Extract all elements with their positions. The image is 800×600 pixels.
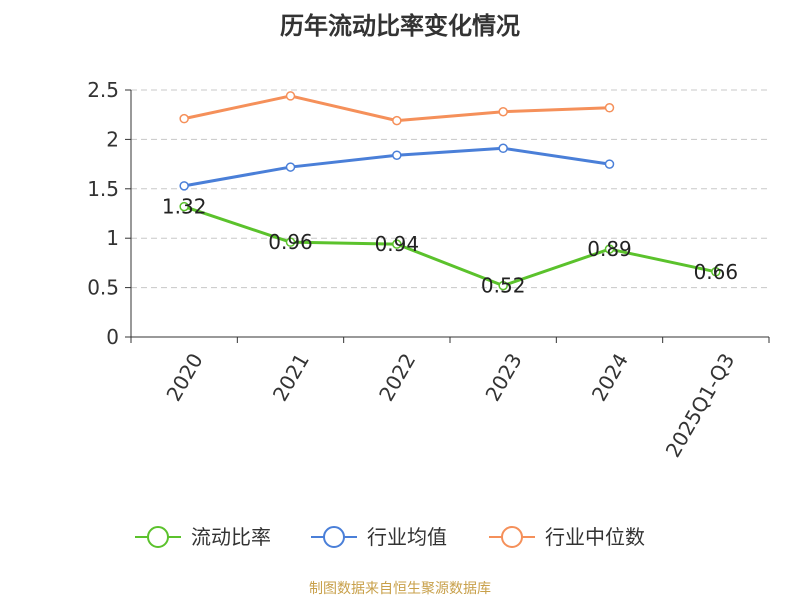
data-point[interactable] [179, 113, 189, 124]
data-point[interactable] [392, 150, 402, 160]
x-tick-label: 2020 [161, 349, 207, 405]
data-label: 0.96 [268, 230, 313, 254]
data-point[interactable] [711, 267, 721, 277]
x-tick-label: 2023 [480, 349, 526, 405]
data-point[interactable] [498, 106, 508, 117]
chart-title: 历年流动比率变化情况 [280, 12, 520, 40]
x-tick-label: 2021 [268, 349, 314, 405]
data-point[interactable] [179, 181, 189, 191]
y-tick-label: 0 [106, 325, 119, 349]
data-label: 0.89 [587, 237, 632, 261]
legend-marker-2[interactable] [501, 526, 523, 548]
data-point[interactable] [498, 143, 508, 154]
y-tick-label: 0.5 [87, 276, 119, 300]
legend-label-1[interactable]: 行业均值 [367, 525, 447, 549]
x-tick-label: 2022 [374, 349, 420, 405]
y-tick-label: 1 [106, 226, 119, 250]
y-tick-label: 2 [106, 127, 119, 151]
data-point[interactable] [285, 91, 296, 101]
series-line-0 [183, 205, 717, 288]
y-tick-label: 2.5 [87, 78, 119, 102]
data-label: 0.94 [375, 232, 420, 256]
legend-label-0[interactable]: 流动比率 [191, 525, 271, 549]
x-tick-label: 2024 [587, 349, 633, 405]
x-tick-label: 2025Q1-Q3 [661, 349, 740, 461]
data-point[interactable] [392, 239, 402, 249]
data-point[interactable] [604, 159, 615, 169]
data-point[interactable] [285, 162, 296, 172]
data-point[interactable] [285, 237, 296, 247]
data-point[interactable] [498, 280, 508, 291]
data-point[interactable] [179, 201, 189, 212]
data-label: 0.52 [481, 274, 526, 298]
data-point[interactable] [604, 244, 615, 254]
legend-marker-0[interactable] [147, 526, 169, 548]
legend-label-2[interactable]: 行业中位数 [545, 525, 645, 549]
legend-marker-1[interactable] [323, 526, 345, 548]
y-tick-label: 1.5 [87, 177, 119, 201]
data-label: 1.32 [162, 195, 207, 219]
data-point[interactable] [604, 103, 615, 113]
data-label: 0.66 [694, 260, 739, 284]
data-point[interactable] [392, 115, 402, 126]
data-source-note: 制图数据来自恒生聚源数据库 [309, 581, 491, 597]
